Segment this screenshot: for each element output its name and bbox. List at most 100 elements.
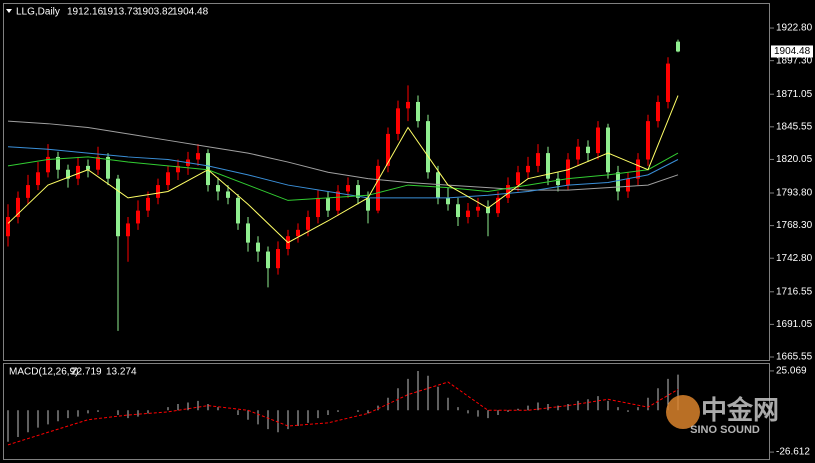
- candle-body: [576, 146, 580, 160]
- candle-body: [506, 185, 510, 198]
- candle-body: [126, 223, 130, 237]
- candle-body: [106, 156, 110, 179]
- y-tick-label: 1793.80: [776, 188, 813, 199]
- candle-body: [276, 249, 280, 269]
- candle-body: [336, 191, 340, 211]
- candle-body: [536, 153, 540, 166]
- y-tick-label: 1922.80: [776, 23, 813, 34]
- candle-body: [246, 223, 250, 243]
- y-tick-label: 1845.55: [776, 121, 813, 132]
- candle-body: [236, 197, 240, 224]
- candle-body: [486, 206, 490, 214]
- candle-body: [656, 101, 660, 122]
- y-tick-label: 1665.55: [776, 352, 813, 363]
- candle-body: [596, 127, 600, 154]
- candle-body: [556, 178, 560, 186]
- candle-body: [6, 217, 10, 237]
- candle-body: [226, 191, 230, 198]
- candle-body: [626, 178, 630, 192]
- low-value: 1903.82: [137, 7, 174, 18]
- y-tick-label: -26.612: [776, 447, 810, 458]
- candle-body: [676, 41, 680, 52]
- candle-body: [406, 101, 410, 109]
- watermark-brand: 中金网: [701, 395, 779, 425]
- candle-body: [376, 165, 380, 211]
- y-tick-label: 1871.05: [776, 89, 813, 100]
- candle-body: [436, 172, 440, 198]
- menu-arrow: [6, 9, 12, 13]
- moving-average: [7, 95, 679, 244]
- candle-body: [426, 121, 430, 173]
- macd-value: 22.719: [71, 367, 102, 378]
- candle-body: [586, 146, 590, 154]
- candle-body: [326, 197, 330, 211]
- y-tick-label: 1897.30: [776, 55, 813, 66]
- candle-body: [516, 172, 520, 186]
- candle-body: [56, 156, 60, 170]
- high-value: 1913.73: [102, 7, 139, 18]
- candle-body: [16, 197, 20, 218]
- candle-body: [196, 153, 200, 160]
- candle-body: [526, 165, 530, 173]
- candle-body: [206, 153, 210, 186]
- signal-value: 13.274: [106, 367, 137, 378]
- macd-title: MACD(12,26,9): [9, 367, 78, 378]
- candle-body: [416, 101, 420, 122]
- candle-body: [566, 159, 570, 186]
- open-value: 1912.16: [67, 7, 104, 18]
- price-label-box: [771, 45, 813, 58]
- candle-body: [176, 165, 180, 173]
- y-tick-label: 1820.05: [776, 154, 813, 165]
- candle-body: [646, 121, 650, 160]
- candle-body: [266, 251, 270, 269]
- moving-average: [7, 120, 679, 191]
- candle-body: [216, 185, 220, 192]
- candle-body: [76, 165, 80, 179]
- y-tick-label: 25.069: [776, 366, 807, 377]
- candle-body: [296, 229, 300, 237]
- moving-average: [7, 146, 679, 199]
- macd-panel: [3, 363, 770, 460]
- candle-body: [616, 172, 620, 192]
- candle-body: [136, 210, 140, 224]
- candle-body: [96, 156, 100, 170]
- candle-body: [346, 185, 350, 192]
- candle-body: [116, 178, 120, 237]
- candle-body: [356, 185, 360, 198]
- candle-body: [46, 156, 50, 173]
- moving-average: [7, 152, 679, 201]
- current-price: 1904.48: [774, 46, 811, 57]
- signal-line: [7, 381, 679, 446]
- candle-body: [496, 197, 500, 214]
- y-tick-label: 1768.30: [776, 220, 813, 231]
- price-panel: [3, 3, 770, 361]
- candle-body: [666, 63, 670, 102]
- candle-body: [476, 206, 480, 211]
- candle-body: [446, 197, 450, 205]
- y-tick-label: 1716.55: [776, 286, 813, 297]
- candle-body: [366, 197, 370, 211]
- close-value: 1904.48: [172, 7, 209, 18]
- candle-body: [156, 185, 160, 198]
- candle-body: [306, 217, 310, 230]
- candle-body: [546, 153, 550, 179]
- watermark-english: SINO SOUND: [690, 424, 760, 436]
- candle-body: [256, 242, 260, 252]
- candle-body: [86, 165, 90, 170]
- watermark-logo: [666, 395, 700, 429]
- candle-body: [636, 159, 640, 179]
- candle-body: [26, 185, 30, 198]
- candle-body: [66, 169, 70, 179]
- candle-body: [386, 133, 390, 166]
- y-tick-label: 1742.80: [776, 253, 813, 264]
- candle-body: [456, 204, 460, 218]
- chart-title: LLG,Daily: [16, 7, 60, 18]
- candle-body: [166, 172, 170, 186]
- candle-body: [396, 108, 400, 134]
- y-tick-label: 1691.05: [776, 319, 813, 330]
- candle-body: [146, 197, 150, 211]
- candle-body: [606, 127, 610, 173]
- candle-body: [466, 210, 470, 218]
- candle-body: [316, 197, 320, 218]
